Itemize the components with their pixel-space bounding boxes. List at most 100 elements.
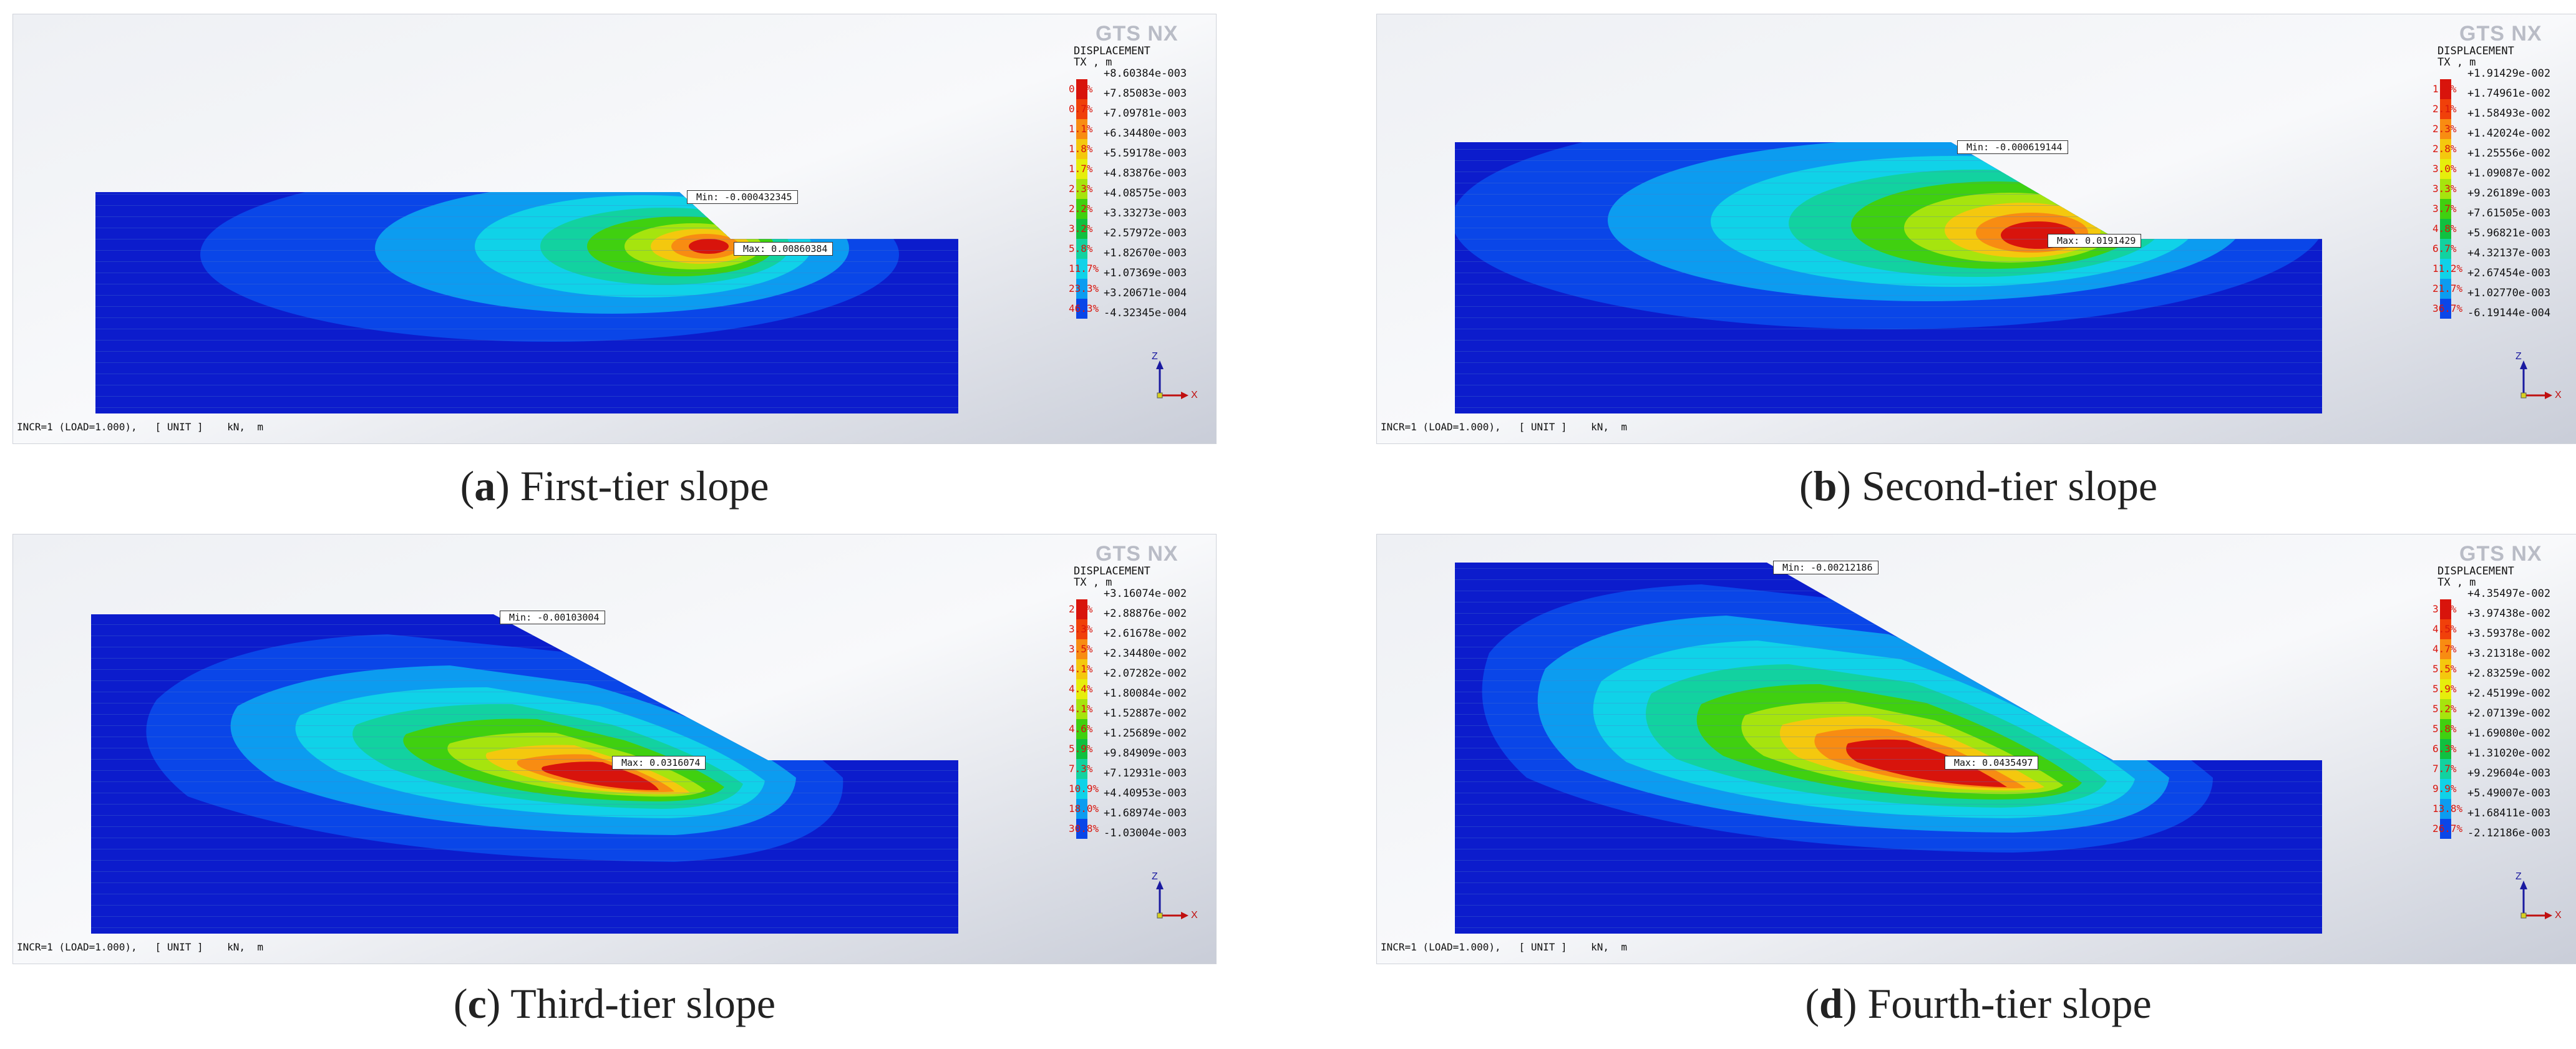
legend-row: 5.5% +3.21318e-002 [2433,647,2576,679]
axis-x-label: X [1191,390,1198,400]
legend-value: +4.32137e-003 [2467,247,2551,259]
legend-row: 30.8% +1.68974e-003 [1069,807,1216,839]
axis-z-label: Z [2515,871,2522,882]
legend-value: +1.25689e-002 [1104,727,1187,740]
legend-title: DISPLACEMENT [1074,45,1150,57]
legend: DISPLACEMENT TX , m 2.5% +3.16074e-002 3.3… [1069,566,1216,839]
legend-swatch [2440,759,2451,779]
legend: DISPLACEMENT TX , m 3.9% +4.35497e-002 4.5… [2433,565,2576,839]
panel-c: GTS NX Min: -0.00103004 Max: 0.0316074 D… [12,534,1217,964]
legend-percent: 3.2% [1069,223,1093,234]
legend-swatch [1076,739,1087,759]
legend-value: +1.42024e-002 [2467,127,2551,140]
legend-percent: 4.5% [2433,623,2457,635]
max-label: Max: 0.0435497 [1945,756,2039,770]
legend-value: +1.91429e-002 [2467,67,2551,80]
legend-swatch [2440,719,2451,739]
legend-row: 2.1% +1.74961e-002 [2433,87,2576,119]
legend-value: -4.32345e-004 [1104,307,1187,319]
legend-value: +3.97438e-002 [2467,607,2551,620]
legend-row: 36.7% +1.02770e-003 [2433,287,2576,319]
legend-value: +1.69080e-002 [2467,727,2551,740]
legend-swatch [1076,119,1087,139]
legend-value: +2.07282e-002 [1104,667,1187,680]
legend-swatch [1076,79,1087,99]
legend-value: +7.12931e-003 [1104,767,1187,780]
axis-triad-icon [1156,881,1188,919]
legend-percent: 46.3% [1069,302,1099,314]
legend-row: 1.7% +5.59178e-003 [1069,147,1216,179]
caption-text: Third-tier slope [500,980,776,1027]
legend-percent: 3.5% [1069,643,1093,655]
legend-value: -1.03004e-003 [1104,827,1187,839]
legend-row: 5.9% +1.25689e-002 [1069,727,1216,759]
legend-row: 4.7% +3.59378e-002 [2433,627,2576,659]
legend-value: +3.16074e-002 [1104,587,1187,600]
legend-percent: 1.1% [1069,123,1093,135]
legend-row: 7.7% +1.31020e-002 [2433,747,2576,779]
caption-a: (a) First-tier slope [460,462,769,510]
legend-swatch [2440,199,2451,219]
software-logo: GTS NX [1096,22,1179,46]
legend-value: +8.60384e-003 [1104,67,1187,80]
legend-row: 26.7% +1.68411e-003 [2433,807,2576,839]
legend-value: +1.80084e-002 [1104,687,1187,700]
legend-swatch [2440,99,2451,119]
legend-swatch [2440,159,2451,179]
legend-subtitle: TX , m [2437,576,2476,589]
legend-percent: 5.9% [2433,683,2457,695]
legend-value: +2.83259e-002 [2467,667,2551,680]
caption-b: (b) Second-tier slope [1799,462,2158,510]
legend-value: +4.40953e-003 [1104,787,1187,800]
legend-swatch [2440,179,2451,199]
legend-row: 10.9% +7.12931e-003 [1069,767,1216,799]
legend-percent: 1.8% [2433,83,2457,95]
legend-row: 4.6% +1.52887e-002 [1069,707,1216,739]
legend-percent: 5.9% [1069,743,1093,755]
legend-percent: 18.0% [1069,803,1099,815]
axis-z-label: Z [2515,351,2522,362]
legend-swatch [1076,259,1087,279]
legend-title: DISPLACEMENT [2437,45,2514,57]
legend-percent: 6.7% [2433,243,2457,254]
legend-percent: 5.8% [2433,723,2457,735]
panel-b: GTS NX Min: -0.000619144 Max: 0.0191429 … [1376,14,2576,444]
legend-row: 3.3% +1.09087e-002 [2433,167,2576,199]
legend-swatch [1076,159,1087,179]
legend-title: DISPLACEMENT [2437,565,2514,578]
legend-swatch [2440,119,2451,139]
legend-value: -2.12186e-003 [2467,827,2551,839]
legend-value: +5.59178e-003 [1104,147,1187,160]
legend-percent: 4.1% [1069,663,1093,675]
legend-swatch [1076,599,1087,619]
legend-row: 6.3% +1.69080e-002 [2433,727,2576,759]
caption-letter: a [474,462,496,510]
legend-row: 9.9% +9.29604e-003 [2433,767,2576,799]
legend-row: 3.2% +3.33273e-003 [1069,207,1216,239]
legend-row: 4.8% +7.61505e-003 [2433,207,2576,239]
legend-row: 7.3% +9.84909e-003 [1069,747,1216,779]
legend-row: 2.8% +1.42024e-002 [2433,127,2576,159]
legend-value: +4.35497e-002 [2467,587,2551,600]
legend-swatch [2440,739,2451,759]
legend-value: +7.85083e-003 [1104,87,1187,100]
legend-percent: 1.7% [1069,163,1093,175]
legend-row: 1.8% +1.91429e-002 [2433,67,2576,99]
axis-triad-icon [2520,881,2552,919]
min-label: Min: -0.00212186 [1773,561,1879,574]
legend-percent: 4.7% [2433,643,2457,655]
legend-swatch [1076,619,1087,639]
legend-swatch [1076,679,1087,699]
legend-percent: 3.9% [2433,603,2457,615]
legend-row: 3.9% +4.35497e-002 [2433,587,2576,619]
legend-percent: 7.3% [1069,763,1093,775]
legend-value: +7.61505e-003 [2467,207,2551,220]
legend-percent: 5.5% [2433,663,2457,675]
legend-swatch [2440,239,2451,259]
legend-swatch [2440,299,2451,319]
status-bar: INCR=1 (LOAD=1.000), [ UNIT ] kN, m [17,421,263,433]
legend-row: 11.2% +4.32137e-003 [2433,247,2576,279]
legend-swatch [1076,719,1087,739]
legend-value: +3.33273e-003 [1104,207,1187,220]
legend-swatch [1076,139,1087,159]
